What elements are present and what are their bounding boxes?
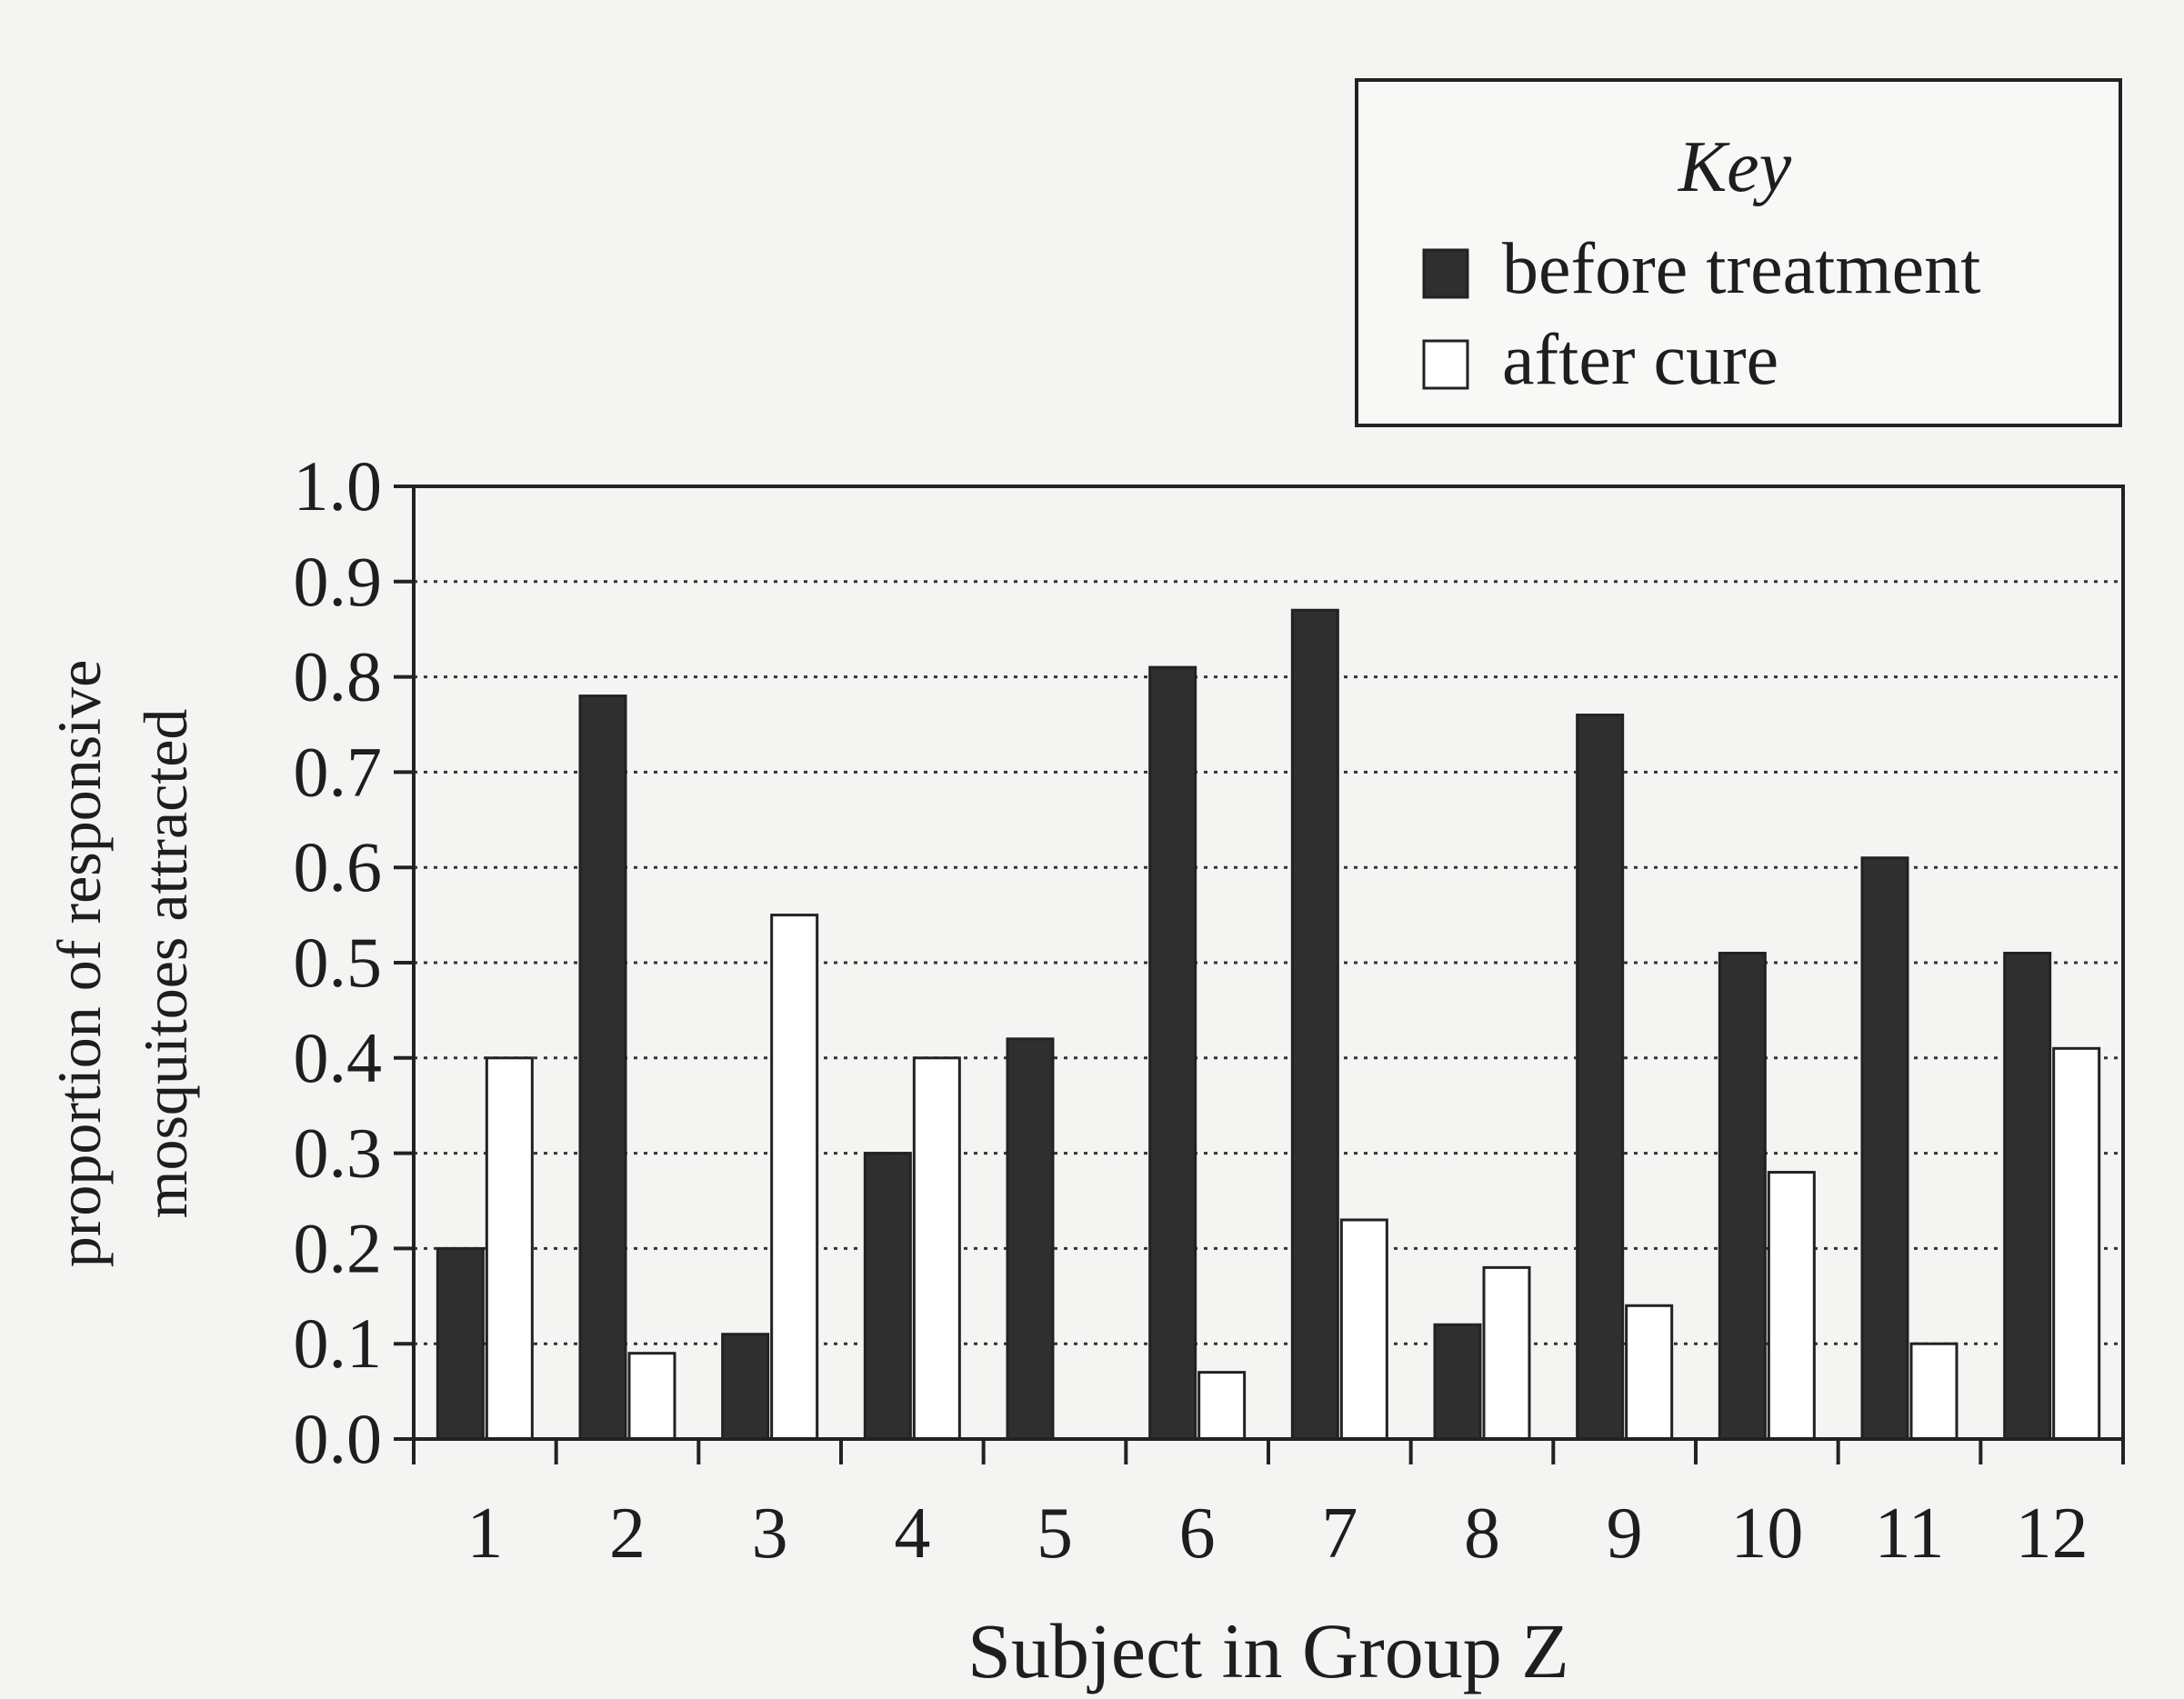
bar-before-treatment-9 [1576,714,1625,1441]
y-tick-label: 0.8 [294,637,383,716]
y-axis-label: proportion of responsive mosquitoes attr… [45,660,200,1268]
bar-after-cure-1 [485,1056,534,1441]
y-axis-label-line-2: mosquitoes attracted [131,709,200,1219]
bar-before-treatment-4 [863,1152,912,1441]
y-tick-label: 0.5 [294,923,383,1002]
bar-before-treatment-10 [1718,952,1767,1441]
bar-before-treatment-6 [1148,665,1197,1441]
bar-before-treatment-3 [721,1333,770,1441]
y-tick-label: 0.6 [294,827,383,906]
x-tick-label: 10 [1730,1494,1803,1574]
y-tick-label: 0.4 [294,1018,383,1097]
x-tick-label: 7 [1321,1494,1357,1574]
y-axis-label-line-1: proportion of responsive [45,660,114,1268]
bar-after-cure-11 [1909,1342,1959,1441]
y-tick-label: 0.1 [294,1304,383,1383]
bar-before-treatment-2 [578,695,627,1441]
x-tick-labels: 1 2 3 4 5 6 7 8 9 10 11 12 [466,1494,2088,1574]
x-tick-label: 12 [2016,1494,2089,1574]
x-tick-label: 3 [752,1494,788,1574]
legend-label-after: after cure [1502,320,1778,400]
legend: Key before treatment after cure [1355,78,2122,427]
legend-swatch-after [1422,339,1469,390]
bar-after-cure-3 [770,914,819,1441]
bars [436,608,2101,1441]
legend-title: Key [1678,127,1792,207]
bar-before-treatment-11 [1860,856,1909,1441]
x-tick-label: 2 [609,1494,646,1574]
x-tick-label: 6 [1179,1494,1216,1574]
bar-after-cure-8 [1482,1265,1531,1441]
bar-before-treatment-8 [1433,1323,1482,1441]
bar-before-treatment-5 [1006,1037,1055,1441]
legend-label-before: before treatment [1502,229,1980,309]
bar-before-treatment-1 [436,1246,485,1441]
bar-after-cure-12 [2052,1046,2101,1441]
x-tick-label: 9 [1607,1494,1643,1574]
y-tick-label: 0.0 [294,1399,383,1478]
bar-after-cure-2 [627,1352,676,1441]
bar-after-cure-7 [1339,1218,1388,1441]
legend-swatch-before [1422,248,1469,299]
x-axis-label: Subject in Group Z [967,1607,1569,1694]
x-tick-label: 1 [466,1494,503,1574]
bar-before-treatment-7 [1290,608,1339,1441]
axes [412,1439,2125,1464]
y-tick-labels: 0.0 0.1 0.2 0.3 0.4 0.5 0.6 0.7 0.8 0.9 1.0 [294,446,383,1478]
gridlines [394,485,2123,1441]
y-tick-label: 0.7 [294,732,383,811]
x-tick-label: 4 [894,1494,930,1574]
legend-box [1355,78,2122,427]
y-tick-label: 0.3 [294,1114,383,1193]
y-tick-label: 1.0 [294,446,383,525]
y-tick-label: 0.2 [294,1208,383,1287]
x-tick-label: 11 [1874,1494,1944,1574]
bar-before-treatment-12 [2003,952,2052,1441]
bar-after-cure-9 [1625,1304,1674,1441]
bar-after-cure-10 [1767,1171,1816,1441]
x-tick-label: 5 [1037,1494,1073,1574]
bar-after-cure-4 [912,1056,961,1441]
x-tick-label: 8 [1464,1494,1500,1574]
bar-after-cure-6 [1197,1371,1247,1441]
y-tick-label: 0.9 [294,542,383,621]
